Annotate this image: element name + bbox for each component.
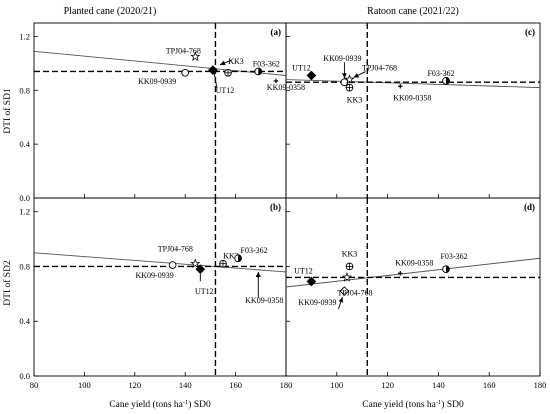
- x-tick-label: 140: [432, 380, 445, 390]
- point-ut12: [306, 70, 317, 81]
- panel-label: (d): [524, 202, 535, 212]
- label-arrow-tpj04-768: [353, 71, 366, 78]
- point-kk09-0939: [168, 261, 177, 269]
- regression-line: [33, 252, 287, 273]
- y-tick-label: 0.4: [19, 316, 30, 326]
- point-label-f03-362: F03-362: [241, 246, 268, 255]
- point-label-kk09-0939: KK09-0939: [135, 271, 173, 280]
- panel-label: (b): [270, 202, 281, 212]
- point-tpj04-768: [190, 51, 201, 61]
- x-tick-label: 120: [381, 380, 394, 390]
- point-label-tpj04-768: TPJ04-768: [337, 288, 372, 297]
- point-kk3: [224, 68, 232, 77]
- y-tick-label: 0.4: [19, 139, 30, 149]
- point-kk09-0358: [256, 273, 261, 279]
- point-kk09-0358: [398, 271, 403, 276]
- point-label-tpj04-768: TPJ04-768: [166, 47, 201, 56]
- x-tick-label: 80: [30, 380, 39, 390]
- panel-label: (c): [525, 27, 535, 37]
- point-tpj04-768: [341, 272, 353, 282]
- point-label-tpj04-768: TPJ04-768: [362, 64, 397, 73]
- point-label-f03-362: F03-362: [427, 69, 454, 78]
- label-arrow-kk09-0939: [337, 296, 344, 310]
- x-tick-label: 100: [330, 380, 343, 390]
- point-tpj04-768: [344, 74, 355, 84]
- x-tick-label: 160: [483, 380, 496, 390]
- column-title-ratoon: Ratoon cane (2021/22): [367, 6, 459, 17]
- point-kk3: [219, 259, 227, 268]
- y-tick-label: 1.2: [19, 31, 30, 41]
- point-label-ut12: UT12: [195, 287, 214, 296]
- panel-b: 0.0 0.4 0.8 1.2 80 100 120 140 160 180 (b) TPJ04-76…: [19, 197, 293, 390]
- point-label-kk3: KK3: [342, 249, 358, 258]
- point-label-kk09-0939: KK09-0939: [323, 54, 361, 63]
- point-label-kk3: KK3: [228, 57, 244, 66]
- y-axis-label-bottom: DTI of SD2: [2, 260, 13, 306]
- panel-frame: [285, 22, 541, 199]
- x-axis-label-right: Cane yield (tons ha-1) SD0: [362, 399, 464, 410]
- panel-d: 100 120 140 160 180 (d) UT12 KK3 KK09-0939TPJ04-…: [285, 197, 547, 390]
- y-tick-label: 0.0: [19, 193, 30, 203]
- point-label-kk09-0358: KK09-0358: [395, 258, 433, 267]
- point-ut12: [306, 276, 317, 287]
- x-tick-label: 160: [229, 380, 242, 390]
- point-kk09-0939: [339, 286, 350, 296]
- point-kk09-0939: [181, 68, 190, 77]
- y-tick-label: 1.2: [19, 207, 30, 217]
- label-arrow-kk3: [219, 59, 233, 66]
- y-tick-label: 0.8: [19, 261, 30, 271]
- y-tick-label: 0.0: [19, 371, 30, 381]
- point-kk3: [345, 262, 354, 271]
- point-f03-362: [442, 77, 450, 85]
- x-tick-label: 180: [534, 380, 547, 390]
- point-f03-362: [254, 67, 263, 76]
- point-kk3: [345, 83, 354, 92]
- panel-frame: [285, 197, 541, 377]
- point-label-kk09-0358: KK09-0358: [393, 93, 431, 102]
- regression-line: [285, 257, 541, 288]
- point-tpj04-768: [190, 258, 201, 269]
- point-label-kk3: KK3: [223, 252, 239, 261]
- x-tick-label: 140: [179, 380, 192, 390]
- x-tick-label: 180: [280, 380, 293, 390]
- point-label-kk09-0358: KK09-0358: [245, 296, 283, 305]
- panel-frame: [33, 197, 287, 377]
- y-tick-label: 0.8: [19, 85, 30, 95]
- point-ut12: [208, 65, 218, 75]
- x-tick-label: 100: [78, 380, 91, 390]
- point-label-kk3: KK3: [347, 96, 363, 105]
- panel-frame: [33, 22, 287, 199]
- point-label-tpj04-768: TPJ04-768: [158, 245, 193, 254]
- point-kk09-0358: [398, 84, 403, 89]
- column-title-planted: Planted cane (2020/21): [64, 6, 157, 17]
- panel-label: (a): [271, 27, 282, 37]
- x-tick-label: 120: [128, 380, 141, 390]
- point-label-kk09-0939: KK09-0939: [138, 77, 176, 86]
- y-axis-label-top: DTI of SD1: [2, 88, 13, 134]
- x-axis-label-left: Cane yield (tons ha-1) SD0: [109, 399, 211, 410]
- point-label-ut12: UT12: [294, 267, 313, 276]
- point-label-f03-362: F03-362: [253, 59, 280, 68]
- point-label-ut12: UT12: [292, 64, 311, 73]
- point-kk09-0939: [340, 78, 349, 87]
- point-label-f03-362: F03-362: [440, 252, 467, 261]
- point-kk09-0358: [273, 78, 279, 84]
- point-f03-362: [234, 254, 242, 263]
- point-label-kk09-0939: KK09-0939: [298, 298, 336, 307]
- point-f03-362: [442, 265, 450, 274]
- point-label-ut12: UT12: [216, 86, 235, 95]
- panel-a: 0.0 0.4 0.8 1.2 (a) TPJ04-768 KK3 F03-362 KK09-0…: [19, 22, 305, 203]
- point-ut12: [195, 264, 206, 275]
- regression-line: [285, 79, 541, 89]
- label-arrow-kk09-0939: [342, 62, 347, 79]
